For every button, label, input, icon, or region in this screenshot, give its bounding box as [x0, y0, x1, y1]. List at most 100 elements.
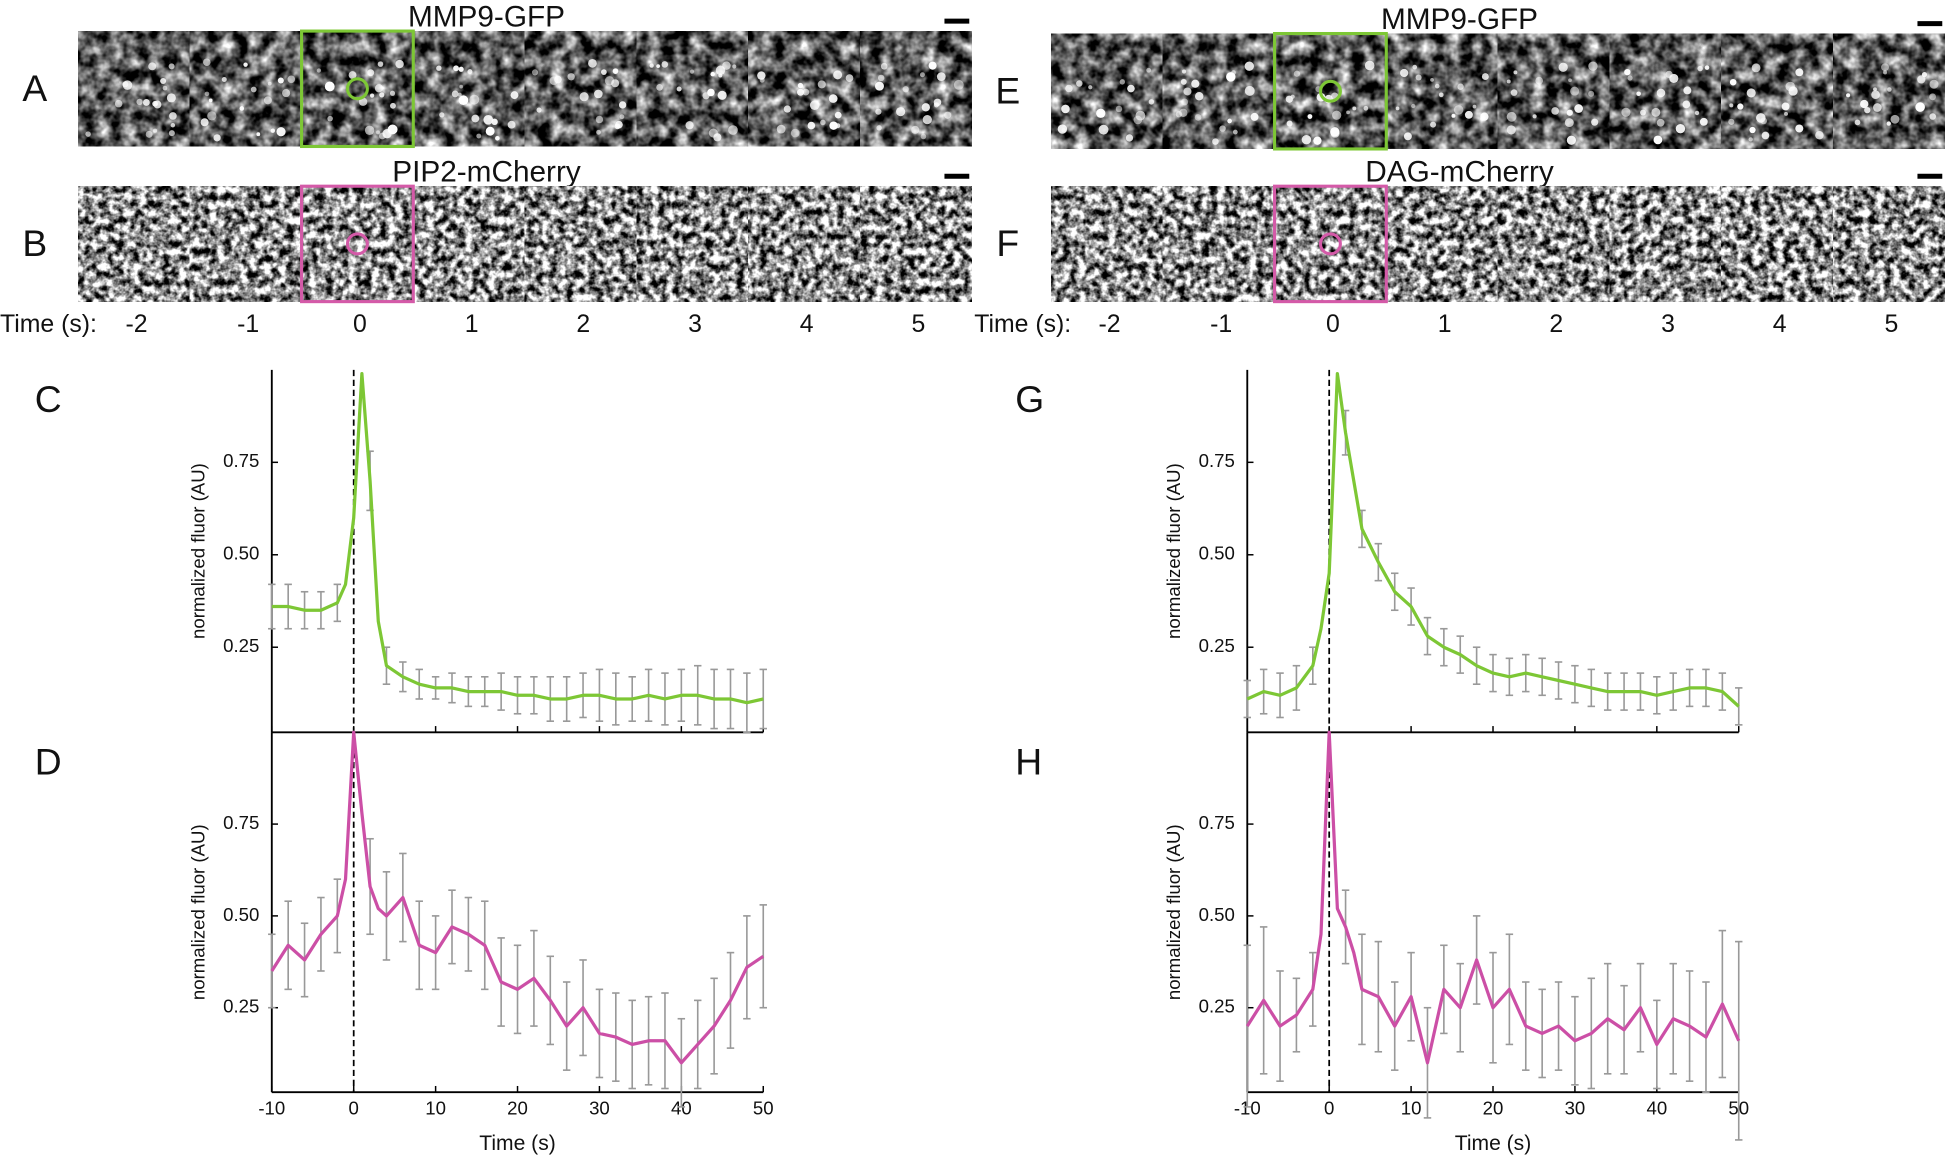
time-row-label: Time (s):: [0, 311, 97, 338]
fluorescent-spot: [1332, 110, 1342, 120]
fluorescent-spot: [656, 84, 663, 91]
fluorescent-spot: [507, 120, 516, 129]
fluorescent-spot: [453, 65, 459, 72]
fluorescent-spot: [722, 61, 731, 70]
fluorescent-spot: [1656, 88, 1666, 98]
fluorescent-spot: [920, 133, 927, 140]
fluorescent-spot: [85, 131, 91, 137]
fluorescent-spot: [732, 64, 737, 69]
fluorescent-spot: [1929, 93, 1937, 101]
y-axis-label: normalized fluor (AU): [188, 463, 209, 639]
fluorescent-spot: [168, 63, 175, 70]
region-of-interest: [1318, 232, 1342, 256]
micrograph-frame: [636, 186, 749, 302]
micrograph-frame: [413, 31, 525, 147]
x-tick-label: -10: [258, 1097, 285, 1118]
fluorescent-spot: [1412, 64, 1418, 70]
fluorescent-spot: [1219, 125, 1226, 132]
fluorescent-spot: [829, 121, 838, 130]
fluorescent-spot: [1640, 109, 1646, 116]
fluorescent-spot: [1890, 114, 1900, 124]
panel-letter: G: [1015, 378, 1044, 420]
fluorescent-spot: [1506, 79, 1511, 84]
fluorescent-spot: [1886, 121, 1891, 126]
data-line: [271, 371, 764, 705]
fluorescent-spot: [221, 77, 227, 83]
x-tick-label: 40: [1646, 1097, 1667, 1118]
panel-letter: A: [22, 67, 47, 109]
fluorescent-spot: [919, 72, 925, 78]
fluorescent-spot: [796, 88, 805, 96]
fluorescent-spot: [702, 92, 710, 100]
fluorescent-spot: [1313, 136, 1322, 145]
fluorescent-spot: [471, 114, 480, 123]
fluorescent-spot: [395, 59, 404, 69]
fluorescent-spot: [676, 86, 682, 92]
fluorescent-spot: [802, 88, 810, 96]
fluorescent-spot: [1301, 134, 1312, 145]
fluorescent-spot: [604, 76, 615, 86]
y-tick-label: 0.50: [223, 543, 259, 564]
fluorescent-spot: [1627, 75, 1633, 81]
fluorescent-spot: [531, 69, 539, 76]
panel-letter: E: [995, 70, 1020, 112]
fluorescent-spot: [759, 77, 765, 83]
fluorescent-spot: [1699, 117, 1708, 126]
fluorescent-spot: [510, 91, 519, 100]
fluorescent-spot: [536, 107, 542, 113]
fluorescent-spot: [1307, 114, 1313, 119]
fluorescent-spot: [485, 126, 495, 136]
fluorescent-spot: [1535, 76, 1544, 85]
fluorescent-spot: [495, 135, 500, 141]
time-label: 4: [800, 311, 814, 338]
fluorescent-spot: [1788, 86, 1798, 96]
micrograph-frame: [78, 31, 190, 147]
fluorescent-spot: [170, 122, 176, 128]
fluorescent-spot: [1570, 86, 1580, 96]
micrograph-frame: [1274, 33, 1387, 149]
time-label: 3: [1661, 311, 1675, 338]
fluorescent-spot: [876, 125, 882, 131]
data-line: [270, 730, 765, 1065]
highlight-frame: [1273, 31, 1388, 151]
fluorescent-spot: [579, 92, 589, 102]
x-axis-label: Time (s): [1455, 1132, 1531, 1155]
fluorescent-spot: [1480, 112, 1489, 121]
fluorescent-spot: [1127, 84, 1135, 93]
fluorescent-spot: [1795, 68, 1804, 77]
fluorescent-spot: [1669, 73, 1679, 84]
fluorescent-spot: [114, 99, 123, 108]
fluorescent-spot: [389, 90, 396, 96]
fluorescent-spot: [1558, 62, 1568, 72]
fluorescent-spot: [200, 118, 209, 127]
panel-title: MMP9-GFP: [1381, 3, 1538, 36]
fluorescent-spot: [828, 94, 838, 103]
fluorescent-spot: [1756, 113, 1766, 123]
fluorescent-spot: [953, 79, 964, 90]
fluorescent-spot: [1286, 120, 1293, 127]
fluorescent-spot: [1430, 121, 1437, 128]
region-of-interest: [345, 77, 369, 101]
panel-letter: B: [22, 222, 47, 264]
fluorescent-spot: [1510, 89, 1518, 96]
x-axis-label: Time (s): [479, 1132, 556, 1155]
fluorescent-spot: [656, 64, 660, 69]
fluorescent-spot: [1481, 73, 1489, 81]
fluorescent-spot: [1854, 119, 1861, 126]
fluorescent-spot: [614, 123, 621, 130]
fluorescent-spot: [1244, 85, 1255, 96]
micrograph-frame: [1386, 186, 1498, 302]
fluorescent-spot: [1061, 104, 1070, 114]
fluorescent-spot: [921, 103, 930, 112]
fluorescent-spot: [928, 61, 937, 70]
fluorescent-spot: [845, 74, 854, 83]
time-label: -1: [237, 311, 259, 338]
fluorescent-spot: [877, 74, 885, 82]
y-tick-label: 0.75: [1199, 450, 1235, 471]
fluorescent-spot: [1346, 110, 1350, 115]
x-tick-label: -10: [1234, 1097, 1261, 1118]
fluorescent-spot: [594, 89, 603, 99]
fluorescent-spot: [1096, 111, 1101, 116]
fluorescent-spot: [880, 62, 888, 70]
